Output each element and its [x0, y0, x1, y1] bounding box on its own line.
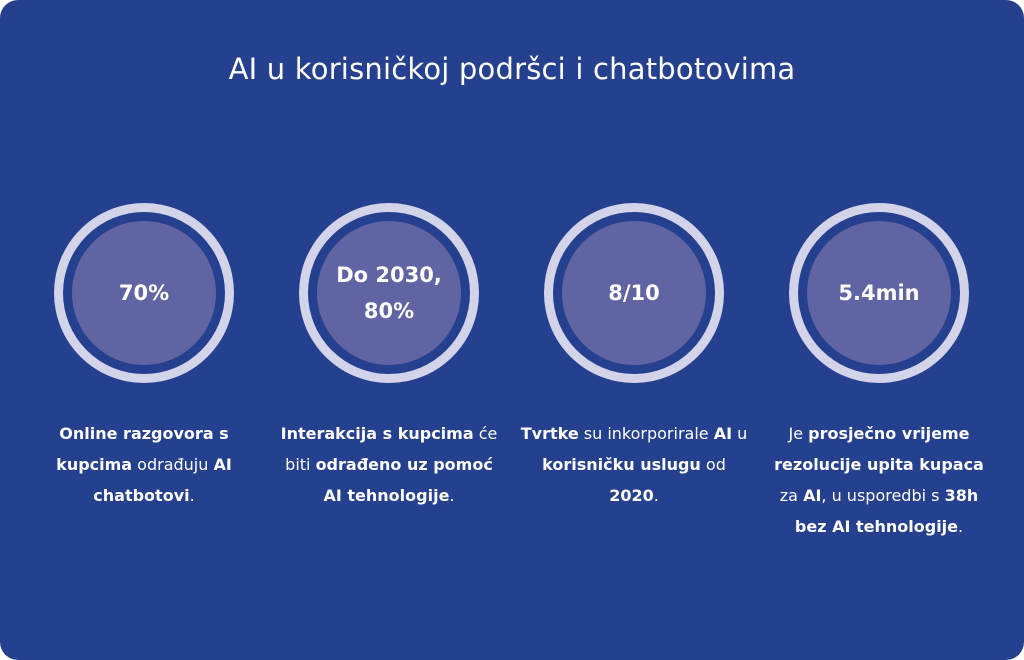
stat-description-emphasis: AI [803, 486, 822, 505]
stat-ring: 5.4min [789, 203, 969, 383]
stat-description-text: su inkorporirale [578, 424, 714, 443]
stat-description-text: , u usporedbi s [821, 486, 945, 505]
stat-disc: 8/10 [562, 221, 706, 365]
stat-description-text: u [732, 424, 748, 443]
stat-description-text: . [958, 517, 964, 536]
stat-value: Do 2030, 80% [336, 263, 442, 323]
stat-description-emphasis: AI [713, 424, 733, 443]
stat-description: Tvrtke su inkorporirale AI u korisničku … [514, 418, 754, 511]
stat-description-emphasis: odrađeno uz pomoć AI tehnologije [315, 455, 493, 505]
stat-description-emphasis: Tvrtke [520, 424, 579, 443]
stat-description-text: Je [788, 424, 809, 443]
stat-description-emphasis: 2020 [609, 486, 654, 505]
stat-description-emphasis: AI chatbotovi [93, 455, 232, 505]
stat-ring: 8/10 [544, 203, 724, 383]
stat-description-text: odrađuju [132, 455, 214, 474]
stat-value: 5.4min [838, 281, 920, 305]
stat-description-emphasis: korisničku uslugu [542, 455, 701, 474]
stat-description: Online razgovora s kupcima odrađuju AI c… [24, 418, 264, 511]
page-title: AI u korisničkoj podršci i chatbotovima [228, 52, 796, 86]
stat-description-emphasis: Interakcija s kupcima [280, 424, 474, 443]
stat-disc: Do 2030, 80% [317, 221, 461, 365]
stat-value: 70% [118, 281, 170, 305]
stat-2030-forecast: Do 2030, 80% Interakcija s kupcima će bi… [269, 203, 509, 511]
stat-description-text: od [700, 455, 726, 474]
stat-description-emphasis: prosječno vrijeme rezolucije upita kupac… [774, 424, 984, 474]
stat-description: Je prosječno vrijeme rezolucije upita ku… [759, 418, 999, 542]
stat-chat-share: 70% Online razgovora s kupcima odrađuju … [24, 203, 264, 511]
stat-description-text: . [449, 486, 455, 505]
stat-description-text: . [653, 486, 659, 505]
stat-companies: 8/10 Tvrtke su inkorporirale AI u korisn… [514, 203, 754, 511]
stat-description-text: za [779, 486, 804, 505]
stat-disc: 5.4min [807, 221, 951, 365]
stat-description-emphasis: Online razgovora s kupcima [56, 424, 229, 474]
stat-description-text: će biti [285, 424, 498, 474]
stat-ring: 70% [54, 203, 234, 383]
stat-description-text: . [189, 486, 195, 505]
stat-description: Interakcija s kupcima će biti odrađeno u… [269, 418, 509, 511]
stat-value: 8/10 [608, 281, 660, 305]
stat-ring: Do 2030, 80% [299, 203, 479, 383]
stat-disc: 70% [72, 221, 216, 365]
stat-description-emphasis: 38h bez AI tehnologije [794, 486, 979, 536]
stat-resolution-time: 5.4min Je prosječno vrijeme rezolucije u… [759, 203, 999, 542]
